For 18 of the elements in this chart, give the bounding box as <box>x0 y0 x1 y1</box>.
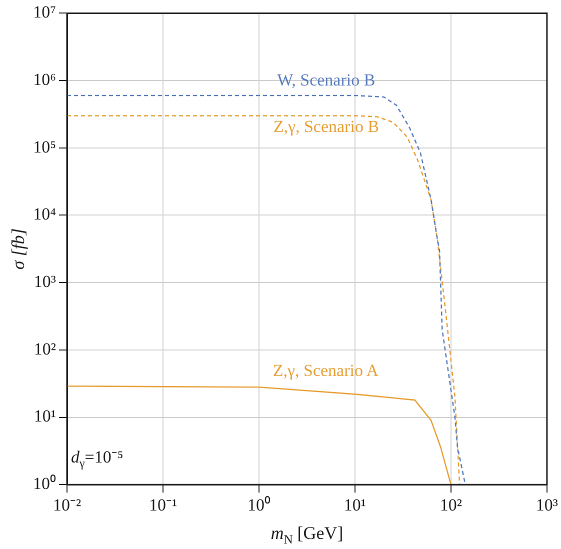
y-tick-label: 10³ <box>34 272 56 292</box>
x-tick-label: 10² <box>440 495 462 514</box>
x-tick-label: 10⁻¹ <box>148 495 178 514</box>
x-tick-label: 10⁻² <box>52 495 82 514</box>
y-tick-label: 10⁶ <box>33 70 56 90</box>
series-label: W, Scenario B <box>277 70 376 90</box>
y-tick-label: 10⁷ <box>33 2 56 22</box>
x-tick-label: 10¹ <box>344 495 366 514</box>
y-tick-label: 10⁴ <box>33 204 56 224</box>
series-label: Z,γ, Scenario B <box>273 116 380 136</box>
series-label: Z,γ, Scenario A <box>272 361 380 380</box>
x-tick-label: 10³ <box>536 495 558 514</box>
y-tick-label: 10² <box>34 339 56 358</box>
y-axis-title: σ [fb] <box>8 228 28 270</box>
x-tick-label: 10⁰ <box>247 495 270 514</box>
y-tick-label: 10⁵ <box>33 137 56 156</box>
y-tick-label: 10⁰ <box>33 474 56 494</box>
y-tick-label: 10¹ <box>34 406 56 426</box>
